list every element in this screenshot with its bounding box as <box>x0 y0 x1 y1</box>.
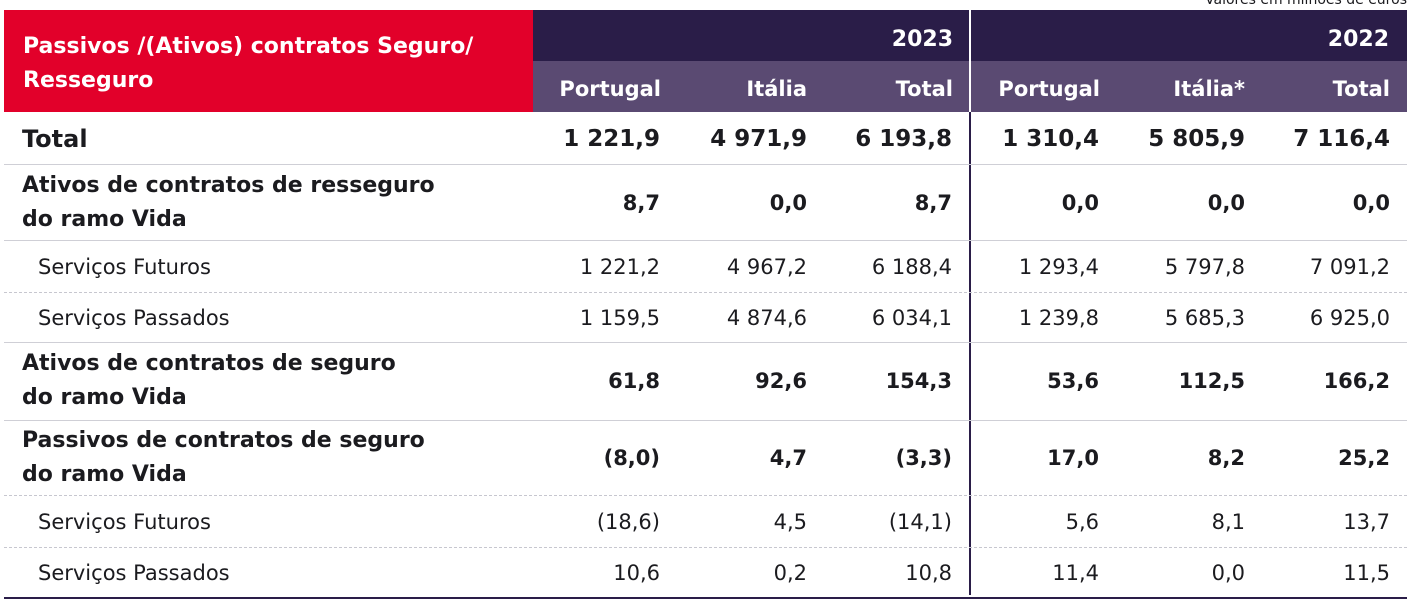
table-row-total: Total 1 221,9 4 971,9 6 193,8 1 310,4 5 … <box>4 114 1407 164</box>
row-separator <box>4 342 1407 343</box>
cell-value: 112,5 <box>1178 369 1245 393</box>
table-row-servicos-futuros: Serviços Futuros (18,6) 4,5 (14,1) 5,6 8… <box>4 497 1407 547</box>
cell-value: 6 034,1 <box>871 306 952 330</box>
cell-value: 6 188,4 <box>871 255 952 279</box>
cell-value: 92,6 <box>755 369 807 393</box>
table-title: Passivos /(Ativos) contratos Seguro/ Res… <box>4 10 533 112</box>
cell-value: 154,3 <box>885 369 952 393</box>
year-header-2023: 2023 <box>533 10 969 61</box>
cell-value: 4,5 <box>773 510 807 534</box>
cell-value: 1 310,4 <box>1002 126 1099 152</box>
cell-value: 0,0 <box>1061 191 1099 215</box>
cell-value: 8,7 <box>914 191 952 215</box>
row-label: Serviços Futuros <box>38 255 211 279</box>
row-label: Passivos de contratos de seguro do ramo … <box>22 428 425 487</box>
col-header-italia-2022: Itália* <box>1116 61 1262 112</box>
header-year-divider <box>969 10 971 112</box>
cell-value: 10,8 <box>905 561 952 585</box>
cell-value: 7 116,4 <box>1293 126 1390 152</box>
col-header-total-2022: Total <box>1262 61 1407 112</box>
row-label: Serviços Passados <box>38 561 230 585</box>
cell-value: 5 685,3 <box>1164 306 1245 330</box>
table-row-passivos-seguro: Passivos de contratos de seguro do ramo … <box>4 422 1407 494</box>
cell-value: 7 091,2 <box>1309 255 1390 279</box>
table-row-servicos-futuros: Serviços Futuros 1 221,2 4 967,2 6 188,4… <box>4 242 1407 292</box>
row-label: Ativos de contratos de seguro do ramo Vi… <box>22 351 396 410</box>
cell-value: 17,0 <box>1047 446 1099 470</box>
cell-value: 4 971,9 <box>710 126 807 152</box>
cell-value: 1 239,8 <box>1018 306 1099 330</box>
table-bottom-border <box>4 597 1407 599</box>
row-separator <box>4 547 1407 548</box>
cell-value: (14,1) <box>888 510 952 534</box>
row-label: Serviços Futuros <box>38 510 211 534</box>
table-row-ativos-resseguro: Ativos de contratos de resseguro do ramo… <box>4 166 1407 240</box>
year-header-2022: 2022 <box>971 10 1407 61</box>
cell-value: 25,2 <box>1338 446 1390 470</box>
cell-value: 166,2 <box>1323 369 1390 393</box>
cell-value: (8,0) <box>603 446 660 470</box>
row-separator <box>4 495 1407 496</box>
cell-value: 5 797,8 <box>1164 255 1245 279</box>
cell-value: 11,4 <box>1052 561 1099 585</box>
cell-value: (3,3) <box>895 446 952 470</box>
row-separator <box>4 240 1407 241</box>
row-separator <box>4 420 1407 421</box>
col-header-portugal-2022: Portugal <box>971 61 1116 112</box>
row-separator <box>4 164 1407 165</box>
row-label: Ativos de contratos de resseguro do ramo… <box>22 173 435 232</box>
cell-value: 13,7 <box>1343 510 1390 534</box>
table-row-servicos-passados: Serviços Passados 10,6 0,2 10,8 11,4 0,0… <box>4 549 1407 597</box>
cell-value: 8,7 <box>622 191 660 215</box>
row-label: Total <box>22 125 88 153</box>
cell-value: 8,2 <box>1207 446 1245 470</box>
cell-value: 5 805,9 <box>1148 126 1245 152</box>
cell-value: 6 925,0 <box>1309 306 1390 330</box>
cell-value: 1 293,4 <box>1018 255 1099 279</box>
col-header-portugal-2023: Portugal <box>533 61 678 112</box>
row-label: Serviços Passados <box>38 306 230 330</box>
table-row-ativos-seguro: Ativos de contratos de seguro do ramo Vi… <box>4 344 1407 418</box>
row-separator <box>4 292 1407 293</box>
col-header-italia-2023: Itália <box>678 61 824 112</box>
cell-value: 4 874,6 <box>726 306 807 330</box>
cell-value: 0,0 <box>769 191 807 215</box>
cell-value: 4,7 <box>769 446 807 470</box>
col-header-total-2023: Total <box>824 61 969 112</box>
cell-value: 5,6 <box>1065 510 1099 534</box>
cell-value: 0,0 <box>1207 191 1245 215</box>
cell-value: 10,6 <box>613 561 660 585</box>
cell-value: (18,6) <box>596 510 660 534</box>
table-row-servicos-passados: Serviços Passados 1 159,5 4 874,6 6 034,… <box>4 294 1407 342</box>
cell-value: 1 159,5 <box>579 306 660 330</box>
cell-value: 8,1 <box>1211 510 1245 534</box>
cell-value: 11,5 <box>1343 561 1390 585</box>
cell-value: 6 193,8 <box>855 126 952 152</box>
units-caption: Valores em milhões de euros <box>1205 0 1407 8</box>
cell-value: 4 967,2 <box>726 255 807 279</box>
cell-value: 61,8 <box>608 369 660 393</box>
cell-value: 0,2 <box>773 561 807 585</box>
cell-value: 0,0 <box>1211 561 1245 585</box>
cell-value: 1 221,9 <box>563 126 660 152</box>
cell-value: 53,6 <box>1047 369 1099 393</box>
year-divider-line <box>969 112 971 595</box>
cell-value: 0,0 <box>1352 191 1390 215</box>
cell-value: 1 221,2 <box>579 255 660 279</box>
